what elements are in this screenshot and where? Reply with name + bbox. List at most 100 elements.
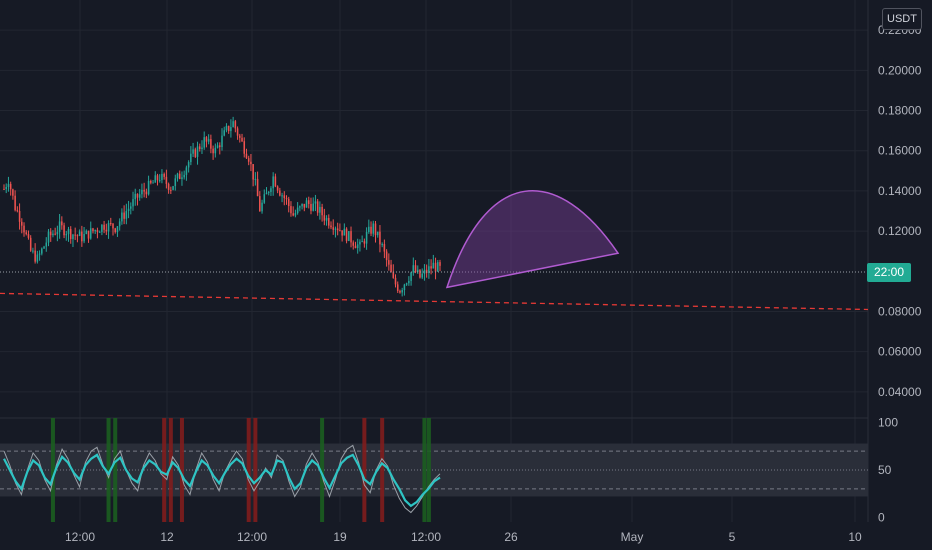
candle-body bbox=[296, 207, 299, 214]
oscillator-axis[interactable]: 100 50 0 bbox=[878, 416, 898, 525]
price-axis[interactable]: 0.220000.200000.180000.160000.140000.120… bbox=[878, 23, 922, 399]
candle-body bbox=[127, 208, 130, 212]
candle-body bbox=[52, 233, 54, 236]
time-tick-label: 12:00 bbox=[237, 530, 267, 544]
time-axis[interactable]: 12:00 12 12:00 19 12:00 26 May 5 10 bbox=[65, 530, 862, 544]
candle-body bbox=[210, 139, 212, 149]
oscillator-signal-bar bbox=[168, 418, 173, 522]
price-tick-label: 0.04000 bbox=[878, 385, 922, 399]
candle-body bbox=[290, 206, 292, 214]
candle-body bbox=[154, 175, 157, 183]
candle-body bbox=[78, 231, 81, 236]
candle-body bbox=[196, 146, 199, 157]
candle-body bbox=[109, 223, 112, 225]
time-tick-label: 10 bbox=[848, 530, 862, 544]
candle-body bbox=[205, 137, 208, 142]
last-price-time-badge: 22:00 bbox=[867, 263, 911, 282]
candle-body bbox=[307, 200, 310, 205]
candle-body bbox=[230, 127, 232, 132]
candle-body bbox=[201, 147, 203, 149]
candle-body bbox=[385, 251, 388, 261]
candle-body bbox=[85, 230, 88, 234]
candle-body bbox=[9, 183, 12, 190]
candle-body bbox=[292, 213, 294, 216]
candle-body bbox=[339, 230, 341, 232]
candle-body bbox=[145, 191, 148, 195]
candle-body bbox=[285, 198, 288, 200]
time-tick-label: 12:00 bbox=[65, 530, 95, 544]
candle-body bbox=[54, 233, 56, 235]
candle-body bbox=[374, 223, 377, 236]
candle-body bbox=[74, 234, 76, 236]
candle-body bbox=[408, 280, 410, 284]
candle-body bbox=[45, 242, 48, 247]
candle-body bbox=[294, 213, 297, 216]
candle-body bbox=[181, 177, 183, 179]
arc-drawing[interactable] bbox=[445, 190, 620, 289]
candle-body bbox=[32, 250, 34, 252]
time-tick-label: May bbox=[621, 530, 644, 544]
candle-body bbox=[107, 223, 110, 232]
candle-body bbox=[379, 231, 381, 245]
candle-body bbox=[281, 195, 283, 197]
candle-body bbox=[114, 228, 117, 233]
candle-body bbox=[334, 228, 337, 230]
oscillator-signal-bar bbox=[246, 418, 251, 522]
candle-body bbox=[250, 161, 252, 165]
oscillator-signal-bar bbox=[113, 418, 118, 522]
candle-body bbox=[434, 262, 437, 272]
candle-body bbox=[156, 175, 159, 181]
candle-body bbox=[12, 189, 14, 196]
candle-body bbox=[350, 231, 352, 243]
candle-body bbox=[121, 212, 123, 222]
candle-body bbox=[178, 173, 181, 179]
candle-body bbox=[123, 212, 125, 219]
candle-body bbox=[388, 260, 390, 265]
candle-body bbox=[185, 167, 188, 175]
candle-body bbox=[327, 217, 330, 226]
candle-body bbox=[287, 198, 290, 207]
candle-body bbox=[359, 241, 361, 245]
candle-body bbox=[354, 245, 357, 249]
candle-body bbox=[27, 234, 30, 238]
candle-body bbox=[267, 191, 270, 193]
candle-body bbox=[176, 173, 179, 179]
candle-body bbox=[158, 180, 161, 182]
oscillator-series bbox=[3, 444, 441, 514]
candle-body bbox=[103, 224, 105, 230]
support-trend-line[interactable] bbox=[0, 292, 869, 311]
candle-body bbox=[325, 217, 328, 221]
candle-body bbox=[25, 232, 28, 235]
oscillator-tick-label: 50 bbox=[878, 463, 892, 477]
candle-body bbox=[316, 201, 319, 213]
drawing-annotations[interactable] bbox=[0, 190, 869, 311]
candle-body bbox=[252, 164, 254, 180]
candle-body bbox=[348, 231, 350, 241]
candle-body bbox=[92, 228, 94, 232]
currency-badge[interactable]: USDT bbox=[882, 8, 922, 30]
candle-body bbox=[174, 178, 177, 187]
price-tick-label: 0.16000 bbox=[878, 144, 922, 158]
candle-body bbox=[370, 226, 372, 234]
candle-body bbox=[167, 183, 170, 190]
oscillator-signal-bar bbox=[380, 418, 385, 522]
candle-body bbox=[227, 125, 230, 132]
candle-body bbox=[18, 210, 21, 222]
candle-body bbox=[376, 231, 379, 236]
candle-body bbox=[161, 173, 163, 181]
candle-body bbox=[301, 203, 303, 207]
oscillator-signal-bar bbox=[50, 418, 55, 522]
candle-body bbox=[29, 237, 32, 251]
candle-body bbox=[283, 195, 286, 199]
candle-body bbox=[416, 269, 419, 272]
candle-body bbox=[138, 194, 141, 198]
price-tick-label: 0.12000 bbox=[878, 224, 922, 238]
candle-body bbox=[336, 228, 339, 231]
candle-body bbox=[330, 225, 332, 228]
oscillator-signal-bar bbox=[362, 418, 367, 522]
candle-body bbox=[432, 262, 435, 269]
candle-body bbox=[396, 284, 399, 291]
time-tick-label: 12:00 bbox=[411, 530, 441, 544]
candle-body bbox=[96, 230, 99, 232]
